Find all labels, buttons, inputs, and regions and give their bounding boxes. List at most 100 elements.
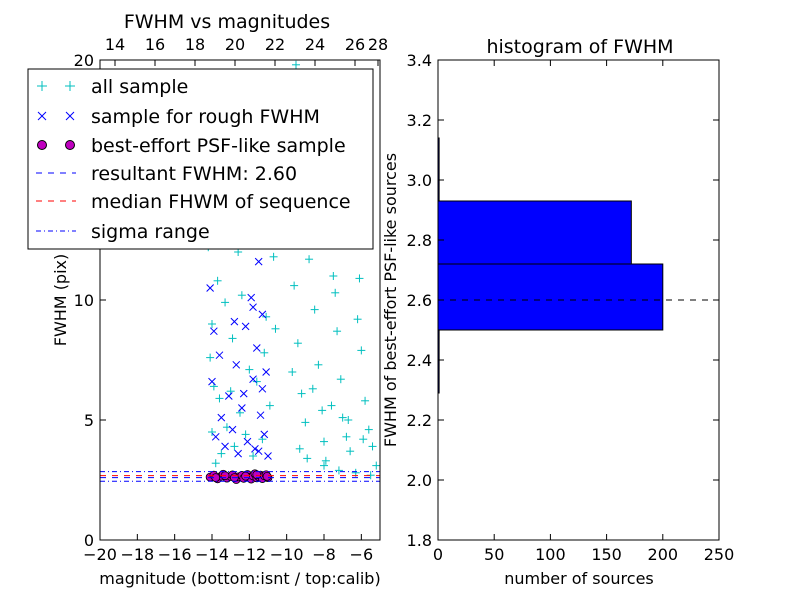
all-sample-point (269, 252, 278, 261)
x-tick-label: −12 (232, 545, 266, 564)
all-sample-point (318, 406, 327, 415)
x-tick-label: −8 (312, 545, 336, 564)
legend-item-rough-fwhm: sample for rough FWHM (37, 106, 320, 128)
legend-item-resultant: resultant FWHM: 2.60 (36, 163, 297, 185)
all-sample-point (305, 255, 314, 264)
rough-fwhm-point (262, 368, 270, 376)
histogram-bar (437, 263, 664, 331)
x-tick-label: −16 (158, 545, 192, 564)
scatter-title: FWHM vs magnitudes (124, 11, 330, 33)
all-sample-point (344, 416, 353, 424)
x-stroke (228, 425, 237, 434)
x-stroke (258, 384, 267, 393)
all-sample-point (368, 442, 377, 451)
histogram-x-axis-label: number of sources (504, 569, 654, 588)
rough-fwhm-point (230, 317, 239, 326)
x-tick-label: 200 (648, 545, 679, 564)
rough-fwhm-point (215, 351, 224, 360)
x-tick-label: −20 (83, 545, 117, 564)
all-sample-point (336, 375, 345, 384)
rough-fwhm-point (264, 452, 272, 460)
rough-fwhm-point (208, 377, 216, 386)
rough-fwhm-point (258, 384, 267, 393)
psf-like-point (262, 471, 272, 481)
legend-label: sigma range (91, 221, 210, 243)
all-sample-point (208, 320, 216, 328)
x-tick-label: 250 (704, 545, 735, 564)
y-tick-label: 3.4 (407, 51, 432, 70)
all-sample-point (308, 384, 317, 393)
all-sample-point (355, 274, 364, 283)
histogram-panel: histogram of FWHM 0 50 100 150 200 250 1.8 2.0 2… (381, 36, 734, 588)
all-sample-point (331, 288, 340, 297)
x-stroke (234, 449, 242, 458)
all-sample-point (364, 425, 373, 434)
rough-fwhm-point (234, 449, 242, 458)
x-stroke (249, 303, 257, 312)
legend-item-median: median FHWM of sequence (36, 191, 351, 213)
all-sample-point (333, 327, 342, 336)
rough-fwhm-point (243, 437, 252, 446)
legend-box (27, 68, 374, 250)
legend-item-all-sample: all sample (37, 76, 188, 98)
histogram-bars (437, 137, 664, 394)
x-tick-label: 100 (535, 545, 566, 564)
all-sample-point (237, 291, 246, 300)
top-x-tick-label: 26 (345, 35, 365, 54)
x-stroke (217, 413, 226, 422)
x-stroke (254, 257, 263, 266)
rough-fwhm-point (254, 257, 263, 266)
histogram-ticks: 0 50 100 150 200 250 1.8 2.0 2.2 2.4 2.6 2.8 3.0 3.2 3… (407, 51, 735, 564)
x-stroke (241, 322, 250, 331)
legend-label: best-effort PSF-like sample (91, 135, 346, 157)
y-tick-label: 20 (74, 51, 94, 70)
all-sample-point (361, 396, 370, 405)
x-stroke (210, 327, 218, 336)
all-sample-point (310, 305, 319, 314)
all-sample-point (357, 346, 366, 355)
all-sample-point (303, 454, 312, 463)
all-sample-point (314, 360, 323, 369)
rough-fwhm-point (249, 375, 257, 384)
histogram-bar (437, 200, 632, 265)
rough-fwhm-point (224, 392, 233, 400)
x-stroke (211, 432, 220, 441)
rough-fwhm-point (251, 444, 259, 453)
x-stroke (238, 404, 246, 412)
all-sample-point (353, 315, 362, 324)
y-tick-label: 3.2 (407, 111, 432, 130)
x-tick-label: −18 (120, 545, 154, 564)
all-sample-point (271, 324, 280, 333)
all-sample-point (359, 435, 368, 444)
all-sample-point (252, 377, 261, 386)
all-sample-point (206, 353, 215, 362)
all-sample-point (228, 334, 237, 343)
y-tick-label: 3.0 (407, 171, 432, 190)
rough-fwhm-point (249, 303, 257, 312)
all-sample-point (217, 449, 226, 458)
all-sample-point (320, 437, 328, 446)
x-stroke (239, 389, 248, 398)
all-sample-point (290, 281, 299, 290)
legend-label: all sample (91, 76, 188, 98)
rough-fwhm-point (228, 425, 237, 434)
top-x-tick-label: 14 (105, 35, 125, 54)
x-tick-label: 50 (484, 545, 504, 564)
x-stroke (224, 392, 233, 400)
y-tick-label: 2.2 (407, 411, 432, 430)
legend-item-sigma: sigma range (36, 221, 210, 243)
scatter-lines (100, 471, 380, 482)
legend-item-psf-like: best-effort PSF-like sample (37, 135, 346, 157)
x-stroke (260, 430, 269, 439)
rough-fwhm-point (210, 327, 218, 336)
y-tick-label: 2.8 (407, 231, 432, 250)
legend-marker-circle (65, 140, 75, 150)
psf-like-point (252, 470, 262, 480)
y-tick-label: 5 (84, 411, 94, 430)
all-sample-point (327, 401, 336, 410)
legend: all sample sample for rough FWHM best-ef… (27, 68, 374, 250)
scatter-panel: FWHM vs magnitudes −20 −18 −16 −14 −12 −10 −8−… (27, 11, 388, 588)
legend-marker-circle (37, 140, 47, 150)
scatter-x-axis-label: magnitude (bottom:isnt / top:calib) (99, 569, 380, 588)
